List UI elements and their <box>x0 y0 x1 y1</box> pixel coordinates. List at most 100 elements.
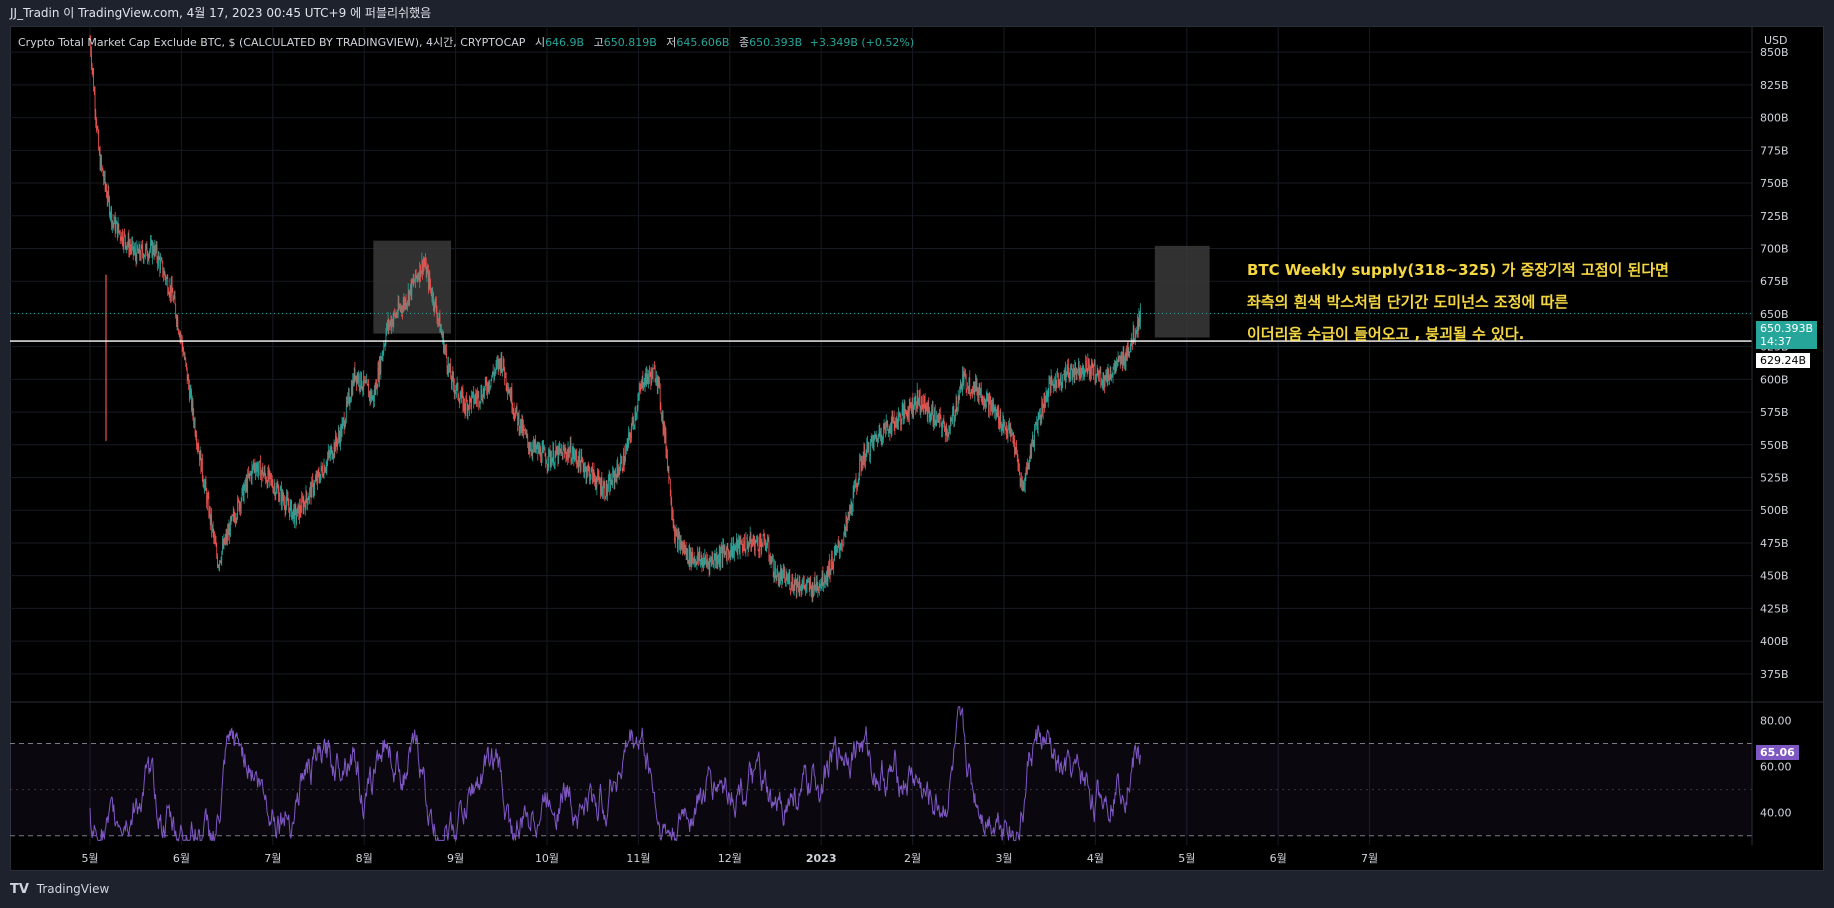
candle-body <box>126 245 128 249</box>
tradingview-logo-icon[interactable]: TV <box>10 882 29 897</box>
y-tick-label: 450B <box>1760 570 1789 583</box>
candle-body <box>419 264 421 281</box>
x-tick-label: 7월 <box>1361 852 1378 865</box>
candle-body <box>852 490 854 509</box>
candle-body <box>731 552 733 557</box>
x-tick-label: 9월 <box>447 852 464 865</box>
candle-body <box>714 553 716 559</box>
candle-body <box>775 567 776 578</box>
candle-body <box>458 396 459 400</box>
candle-body <box>904 405 906 412</box>
candle-body <box>1013 439 1015 443</box>
candle-body <box>1034 428 1035 445</box>
candle-body <box>501 355 503 371</box>
candle-body <box>1075 362 1076 370</box>
candle-body <box>437 318 439 320</box>
candle-body <box>119 232 121 238</box>
candle-body <box>952 413 953 421</box>
candle-body <box>471 395 472 408</box>
candle-body <box>193 414 195 424</box>
candle-body <box>961 384 963 391</box>
candle-body <box>824 580 826 582</box>
candle-body <box>820 580 822 585</box>
candle-body <box>685 547 686 554</box>
candle-body <box>776 569 778 581</box>
x-tick-label: 7월 <box>264 852 281 865</box>
candle-body <box>343 418 344 421</box>
candle-body <box>308 497 310 501</box>
candle-body <box>620 461 621 470</box>
candle-body <box>478 392 480 404</box>
candle-body <box>900 413 901 424</box>
candle-body <box>647 376 649 382</box>
candle-body <box>1130 346 1131 353</box>
candle-body <box>988 396 990 412</box>
candle-body <box>697 552 698 559</box>
candle-body <box>570 443 572 462</box>
candle-body <box>1002 419 1004 431</box>
candle-body <box>356 375 357 384</box>
candle-body <box>834 550 836 552</box>
candle-body <box>705 555 706 559</box>
candle-body <box>1123 353 1125 366</box>
candle-body <box>987 393 989 396</box>
x-tick-label: 6월 <box>1270 852 1287 865</box>
candle-body <box>483 390 485 394</box>
candle-body <box>267 470 269 487</box>
candle-body <box>564 448 565 453</box>
symbol-header: Crypto Total Market Cap Exclude BTC, $ (… <box>18 34 914 50</box>
candle-body <box>648 376 650 382</box>
candle-body <box>282 491 284 500</box>
candle-body <box>445 348 446 349</box>
candle-body <box>646 369 647 385</box>
candle-body <box>245 480 247 487</box>
candle-body <box>277 487 279 490</box>
candle-body <box>324 466 326 473</box>
candle-body <box>238 499 239 501</box>
candle-body <box>860 460 862 469</box>
candle-body <box>866 442 868 450</box>
candle-body <box>816 581 817 590</box>
candle-body <box>485 379 487 384</box>
candle-body <box>635 412 637 418</box>
candle-body <box>438 318 439 320</box>
candle-body <box>301 498 303 513</box>
candle-body <box>1093 364 1094 376</box>
candle-body <box>679 536 680 548</box>
candle-body <box>205 481 207 491</box>
candle-body <box>592 467 593 483</box>
candle-body <box>443 333 444 352</box>
candle-body <box>981 388 982 399</box>
candle-body <box>494 371 495 377</box>
candle-body <box>901 418 902 424</box>
candle-body <box>615 473 616 477</box>
candle-body <box>323 475 324 477</box>
candle-body <box>678 534 680 537</box>
candle-body <box>1056 374 1058 389</box>
candle-body <box>909 400 911 406</box>
candle-body <box>667 454 668 469</box>
candle-body <box>204 484 205 489</box>
candle-body <box>344 425 346 429</box>
candle-body <box>767 540 769 542</box>
y-tick-label: 400B <box>1760 635 1789 648</box>
candle-body <box>348 393 349 397</box>
candle-body <box>706 561 708 564</box>
candle-body <box>821 580 822 586</box>
candle-body <box>96 128 98 129</box>
candle-body <box>914 396 916 401</box>
candle-body <box>1028 464 1030 470</box>
candle-body <box>1006 427 1007 433</box>
candle-body <box>365 381 367 384</box>
candle-body <box>450 365 452 380</box>
candle-body <box>716 554 717 562</box>
candle-body <box>188 376 189 386</box>
footer-brand[interactable]: TradingView <box>36 882 110 896</box>
candle-body <box>420 264 421 277</box>
candle-body <box>939 413 941 417</box>
candle-body <box>369 391 370 398</box>
candle-body <box>330 449 331 456</box>
y-tick-label: 700B <box>1760 242 1789 255</box>
candle-body <box>371 391 372 400</box>
